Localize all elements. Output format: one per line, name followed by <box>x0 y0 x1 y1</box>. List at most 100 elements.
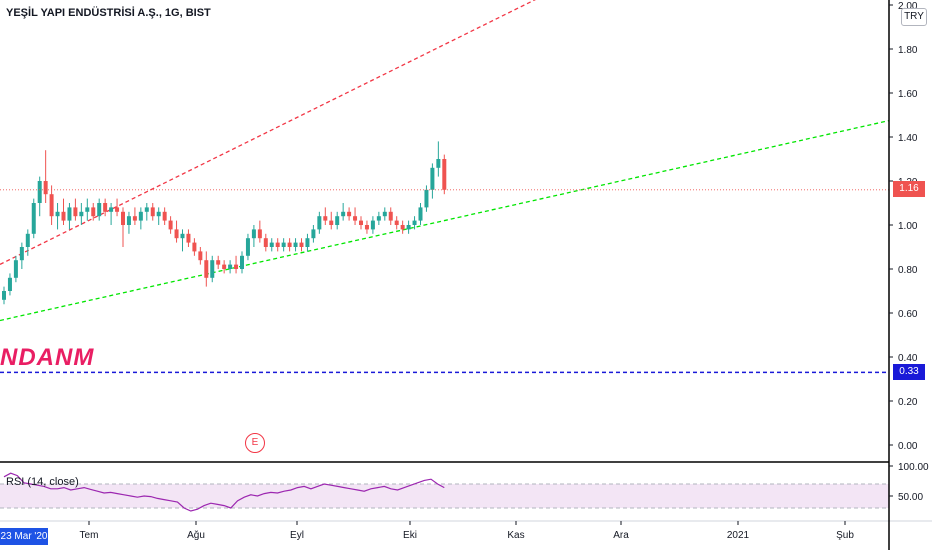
candle-body <box>97 203 102 217</box>
candle-body <box>228 264 233 269</box>
candle-body <box>222 264 227 269</box>
candle-body <box>269 242 274 247</box>
candle-body <box>174 229 179 239</box>
time-tick-label: Ara <box>613 530 629 541</box>
price-tick-label: 1.00 <box>898 221 918 232</box>
candle-body <box>400 225 405 230</box>
candle-body <box>85 207 90 212</box>
candle-body <box>186 233 191 243</box>
candle-body <box>424 189 429 208</box>
candle-body <box>240 255 244 269</box>
candle-body <box>162 211 167 221</box>
candle-body <box>251 229 256 239</box>
currency-selector[interactable]: TRY <box>901 8 927 26</box>
candle-body <box>115 207 120 212</box>
candle-body <box>192 242 197 252</box>
watermark-text: NDANM <box>0 344 95 371</box>
candle-body <box>55 211 60 217</box>
candle-body <box>406 225 411 230</box>
candle-body <box>364 225 369 230</box>
candles <box>2 141 447 305</box>
candle-body <box>281 242 286 247</box>
price-tick-label: 0.20 <box>898 397 918 408</box>
candle-body <box>91 207 96 217</box>
price-tick-label: 1.80 <box>898 45 918 56</box>
candle-body <box>73 207 78 217</box>
time-tick-label: Şub <box>836 530 854 541</box>
candle-body <box>412 220 417 225</box>
candle-body <box>138 211 143 221</box>
candle-body <box>305 238 310 247</box>
candle-body <box>287 242 292 247</box>
candle-body <box>37 181 42 203</box>
price-axis[interactable]: 2.001.801.601.401.201.000.800.600.400.20… <box>889 1 918 452</box>
candle-body <box>442 159 447 190</box>
candle-body <box>311 229 316 239</box>
red-trend-line <box>0 0 536 265</box>
price-tick-label: 2.00 <box>898 1 918 12</box>
candle-body <box>341 211 346 217</box>
candle-body <box>436 159 441 168</box>
candle-body <box>234 264 239 269</box>
candle-body <box>245 238 250 256</box>
candle-body <box>25 233 30 247</box>
candle-body <box>329 220 334 225</box>
rsi-axis[interactable]: 100.00 50.00 <box>889 462 929 503</box>
candle-body <box>79 211 84 217</box>
candle-body <box>2 291 6 300</box>
time-axis[interactable]: Tem Ağu Eyl Eki Kas Ara 2021 Şub <box>80 521 855 541</box>
price-tick-label: 0.80 <box>898 265 918 276</box>
rsi-tick-label: 50.00 <box>898 492 923 503</box>
candle-body <box>67 207 72 221</box>
candle-body <box>168 220 173 230</box>
candle-body <box>263 238 268 247</box>
candle-body <box>156 211 161 217</box>
candle-body <box>257 229 262 239</box>
candle-body <box>370 220 375 230</box>
candle-body <box>109 207 114 212</box>
rsi-polyline <box>3 472 445 512</box>
candle-body <box>204 260 209 278</box>
time-tick-label: Eyl <box>290 530 304 541</box>
rsi-pane[interactable] <box>0 472 889 512</box>
candle-body <box>299 242 304 247</box>
candle-body <box>13 260 18 278</box>
price-tick-label: 0.40 <box>898 353 918 364</box>
earnings-marker-icon[interactable]: E <box>245 433 265 453</box>
time-tick-label: Kas <box>507 530 524 541</box>
candle-body <box>353 216 358 221</box>
candle-body <box>210 260 215 278</box>
candle-body <box>347 211 352 217</box>
candle-body <box>323 216 328 221</box>
time-tick-label: Ağu <box>187 530 205 541</box>
candle-body <box>216 260 221 265</box>
candle-body <box>121 211 125 225</box>
candle-body <box>43 181 48 195</box>
current-price-badge: 1.16 <box>893 181 925 197</box>
green-trend-line <box>0 119 890 322</box>
rsi-line <box>3 472 445 512</box>
candle-body <box>180 233 185 239</box>
candle-body <box>103 203 108 212</box>
candle-body <box>359 220 363 225</box>
rsi-title: RSI (14, close) <box>6 476 79 488</box>
main-pane[interactable] <box>0 0 890 374</box>
candle-body <box>19 247 24 261</box>
candle-body <box>394 220 399 225</box>
candle-body <box>376 216 381 221</box>
hline-price-badge: 0.33 <box>893 364 925 380</box>
price-tick-label: 0.00 <box>898 441 918 452</box>
price-tick-label: 0.60 <box>898 309 918 320</box>
candle-body <box>198 251 203 261</box>
chart-title: YEŞİL YAPI ENDÜSTRİSİ A.Ş., 1G, BIST <box>6 7 211 19</box>
price-tick-label: 1.60 <box>898 89 918 100</box>
candle-body <box>150 207 155 217</box>
trend-lines <box>0 0 890 322</box>
candle-body <box>430 167 435 190</box>
candle-body <box>388 211 393 221</box>
candle-body <box>49 194 54 217</box>
candle-body <box>144 207 149 212</box>
candle-body <box>317 216 322 230</box>
candle-body <box>7 277 12 291</box>
